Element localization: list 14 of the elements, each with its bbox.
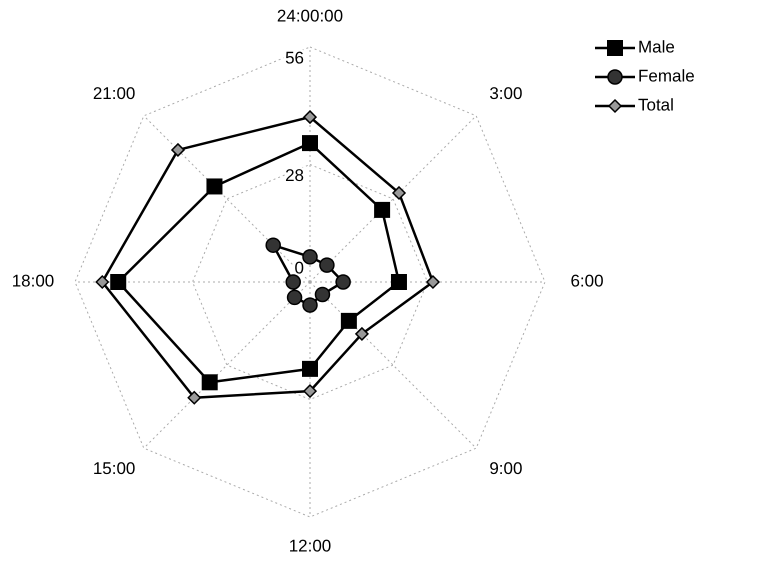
y-tick-label: 56	[285, 48, 304, 68]
spoke-label: 15:00	[92, 458, 136, 478]
y-tick-label: 0	[294, 258, 304, 278]
spoke-label: 21:00	[92, 84, 136, 104]
spoke-label: 6:00	[570, 271, 604, 290]
spoke-label: 24:00:00	[276, 6, 344, 26]
spoke-label: 3:00	[489, 84, 522, 104]
spoke-label: 12:00	[288, 536, 332, 556]
legend-label: Female	[638, 66, 695, 86]
legend-label: Male	[638, 37, 675, 56]
y-tick-label: 28	[285, 166, 304, 185]
legend-label: Total	[638, 95, 674, 114]
spoke-label: 9:00	[489, 458, 522, 478]
spoke-label: 18:00	[12, 271, 54, 290]
